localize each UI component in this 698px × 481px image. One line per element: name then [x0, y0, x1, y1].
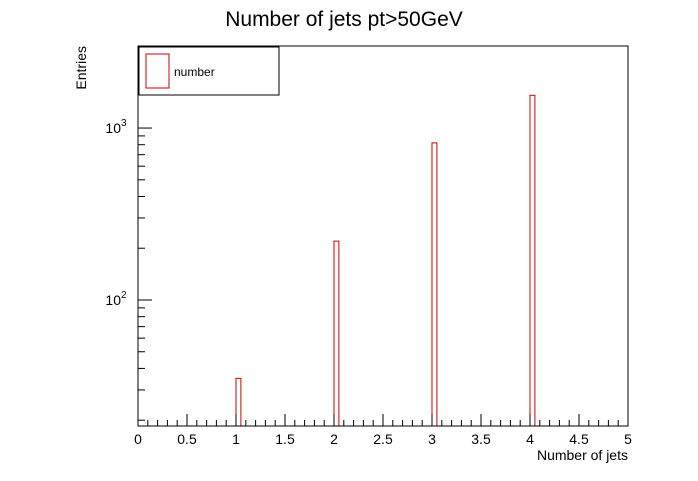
histogram-bar [529, 94, 536, 427]
x-tick-label: 4.5 [569, 431, 589, 447]
histogram-bar [431, 142, 438, 427]
legend-entry-label: number [174, 65, 215, 79]
x-axis-label: Number of jets [537, 447, 628, 463]
x-tick-label: 0.5 [177, 431, 197, 447]
x-axis-ticks: 0 0.5 1 1.5 2 2.5 3 3.5 4 4.5 5 [134, 414, 632, 447]
x-tick-label: 4 [526, 431, 534, 447]
plot-frame [137, 45, 629, 427]
x-tick-label: 1 [232, 431, 240, 447]
y-tick-label: 103 [105, 118, 127, 136]
histogram-bar [333, 240, 340, 427]
x-tick-label: 2 [330, 431, 338, 447]
chart-title: Number of jets pt>50GeV [225, 8, 463, 31]
legend-box [138, 46, 280, 96]
x-tick-label: 5 [624, 431, 632, 447]
histogram-bars [235, 94, 536, 427]
legend: number [138, 46, 280, 96]
x-tick-label: 2.5 [373, 431, 393, 447]
histogram-bar [235, 377, 242, 427]
x-tick-label: 0 [134, 431, 142, 447]
x-tick-label: 1.5 [275, 431, 295, 447]
legend-swatch [145, 53, 170, 89]
x-tick-label: 3 [428, 431, 436, 447]
x-tick-label: 3.5 [471, 431, 491, 447]
y-tick-label: 102 [105, 290, 127, 308]
y-axis-label: Entries [73, 46, 89, 90]
y-axis-ticks: 102 103 [105, 45, 152, 421]
